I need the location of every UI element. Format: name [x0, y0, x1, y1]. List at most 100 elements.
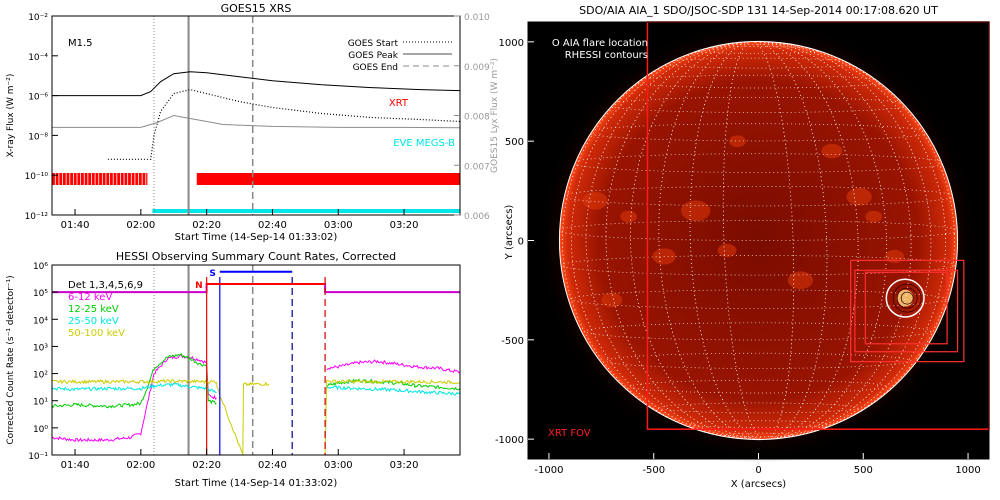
goes-title: GOES15 XRS	[221, 2, 292, 15]
solar-disk	[559, 41, 958, 440]
goes-x-tick-label: 02:40	[258, 220, 287, 231]
rhessi-contour-0	[892, 283, 922, 313]
goes-y2-tick-label: 0.008	[464, 113, 490, 123]
goes-series-1	[107, 88, 461, 160]
xrt-coverage-bar-1	[196, 173, 460, 185]
zoom-box-0	[850, 259, 965, 363]
aia-y-tick-label: 1000	[499, 38, 524, 49]
zoom-box-2	[864, 271, 948, 345]
latitude-line	[585, 322, 932, 341]
active-region-6	[787, 271, 813, 290]
hessi-y-tick-label: 10³	[33, 343, 48, 353]
hessi-panel: HESSI Observing Summary Count Rates, Cor…	[6, 250, 461, 489]
flare-bright-kernel	[896, 289, 914, 307]
hessi-y-tick-label: 10⁴	[33, 316, 48, 326]
active-region-9	[601, 292, 623, 308]
xrt-fov-label: XRT FOV	[548, 428, 591, 439]
goes-x-tick-label: 02:00	[126, 220, 155, 231]
aia-title: SDO/AIA AIA_1 SDO/JSOC-SDP 131 14-Sep-20…	[579, 4, 938, 17]
longitude-line	[571, 41, 946, 440]
aia-x-tick-label: -1000	[534, 465, 563, 476]
aia-y-tick-label: -500	[501, 336, 524, 347]
active-region-8	[885, 249, 905, 263]
hessi-series-0-seg-0	[51, 354, 217, 443]
hessi-legend-entry: 25-50 keV	[68, 316, 119, 327]
goes-ylabel: X-ray Flux (W m⁻²)	[6, 74, 16, 158]
hessi-series-2-seg-1	[326, 385, 461, 396]
active-region-0	[582, 191, 608, 210]
active-region-2	[680, 200, 711, 221]
goes-series-2	[52, 114, 461, 129]
rhessi-contour-2	[900, 291, 914, 305]
goes-x-tick-label: 02:20	[192, 220, 221, 231]
goes-y2-tick-label: 0.010	[464, 13, 490, 23]
aia-x-tick-label: 0	[755, 465, 761, 476]
aia-panel: SDO/AIA AIA_1 SDO/JSOC-SDP 131 14-Sep-20…	[495, 4, 990, 490]
hessi-x-tick-label: 03:00	[324, 460, 353, 471]
goes-y-tick-label: 10⁻⁸	[28, 132, 48, 142]
aia-xlabel: X (arcsecs)	[731, 479, 787, 490]
goes-legend-label: GOES Peak	[348, 51, 398, 61]
aia-x-tick-label: -500	[642, 465, 665, 476]
hessi-legend-entry: 6-12 keV	[68, 292, 112, 303]
goes-x-tick-label: 03:20	[390, 220, 419, 231]
active-region-4	[865, 210, 883, 223]
zoom-box-1	[854, 269, 959, 353]
hessi-x-tick-label: 01:40	[61, 460, 90, 471]
goes-y2label: GOES15 Lyx Flux (W m⁻²)	[490, 58, 500, 173]
rhessi-contour-1	[896, 287, 918, 309]
hessi-series-0-seg-1	[326, 359, 461, 374]
aia-x-tick-label: 500	[854, 465, 873, 476]
hessi-title: HESSI Observing Summary Count Rates, Cor…	[116, 250, 396, 263]
hessi-legend-entry: 12-25 keV	[68, 304, 119, 315]
aia-legend-line-1: O AIA flare location	[552, 38, 648, 49]
hessi-legend-title: Det 1,3,4,5,6,9	[68, 280, 143, 291]
goes-y2-tick-label: 0.006	[464, 212, 490, 222]
hessi-series-2-seg-0	[51, 382, 217, 394]
goes-axes-frame	[51, 15, 461, 216]
goes-y-tick-label: 10⁻⁴	[28, 53, 48, 63]
hessi-x-tick-label: 02:20	[192, 460, 221, 471]
hessi-series-1-seg-1	[326, 378, 461, 391]
goes-y2-tick-label: 0.009	[464, 63, 490, 73]
eve-label: EVE MEGS-B	[393, 138, 455, 149]
hessi-y-tick-label: 10⁻¹	[28, 452, 48, 462]
hessi-x-tick-label: 02:40	[258, 460, 287, 471]
aia-flare-circle	[885, 278, 925, 318]
hessi-series-3-seg-0	[51, 378, 270, 456]
goes-xlabel: Start Time (14-Sep-14 01:33:02)	[175, 232, 338, 243]
goes-x-tick-label: 01:40	[61, 220, 90, 231]
longitude-line	[562, 41, 955, 440]
goes-y-tick-label: 10⁻¹⁰	[25, 172, 49, 182]
hessi-y-tick-label: 10¹	[33, 398, 48, 408]
goes-y-tick-label: 10⁻¹²	[25, 212, 49, 222]
latitude-line	[571, 289, 946, 309]
flare-class: M1.5	[68, 38, 93, 49]
hessi-legend-entry: 50-100 keV	[68, 328, 125, 339]
hessi-series-1-seg-0	[51, 352, 217, 409]
aia-x-tick-label: 1000	[955, 465, 980, 476]
goes-x-tick-label: 03:00	[324, 220, 353, 231]
hessi-y-tick-label: 10⁵	[33, 289, 48, 299]
goes-y-tick-label: 10⁻²	[28, 13, 48, 23]
aia-ylabel: Y (arcsecs)	[504, 205, 515, 261]
hessi-x-tick-label: 03:20	[390, 460, 419, 471]
longitude-line	[605, 41, 912, 440]
goes-panel: GOES15 XRS 10⁻¹² 10⁻¹⁰ 10⁻⁸ 10⁻⁶ 10⁻⁴ 10⁻² 01:4…	[6, 2, 500, 243]
hessi-ylabel: Corrected Count Rate (s⁻¹ detector⁻¹)	[6, 275, 16, 444]
hessi-axes-frame	[51, 264, 461, 456]
hessi-flag-label-0: N	[195, 281, 203, 291]
aia-legend-line-2: RHESSI contours	[565, 50, 648, 61]
hessi-y-tick-label: 10⁰	[33, 425, 48, 435]
active-region-3	[846, 187, 872, 206]
goes-legend-label: GOES End	[353, 63, 398, 73]
latitude-line	[658, 402, 859, 414]
xrt-coverage-bar-0	[52, 173, 148, 185]
solar-limb	[558, 40, 959, 441]
goes-y-tick-label: 10⁻⁶	[28, 93, 48, 103]
active-region-11	[729, 135, 746, 148]
active-region-1	[620, 210, 637, 223]
xrt-label: XRT	[389, 98, 409, 109]
hessi-x-tick-label: 02:00	[126, 460, 155, 471]
aia-y-tick-label: 500	[505, 137, 524, 148]
